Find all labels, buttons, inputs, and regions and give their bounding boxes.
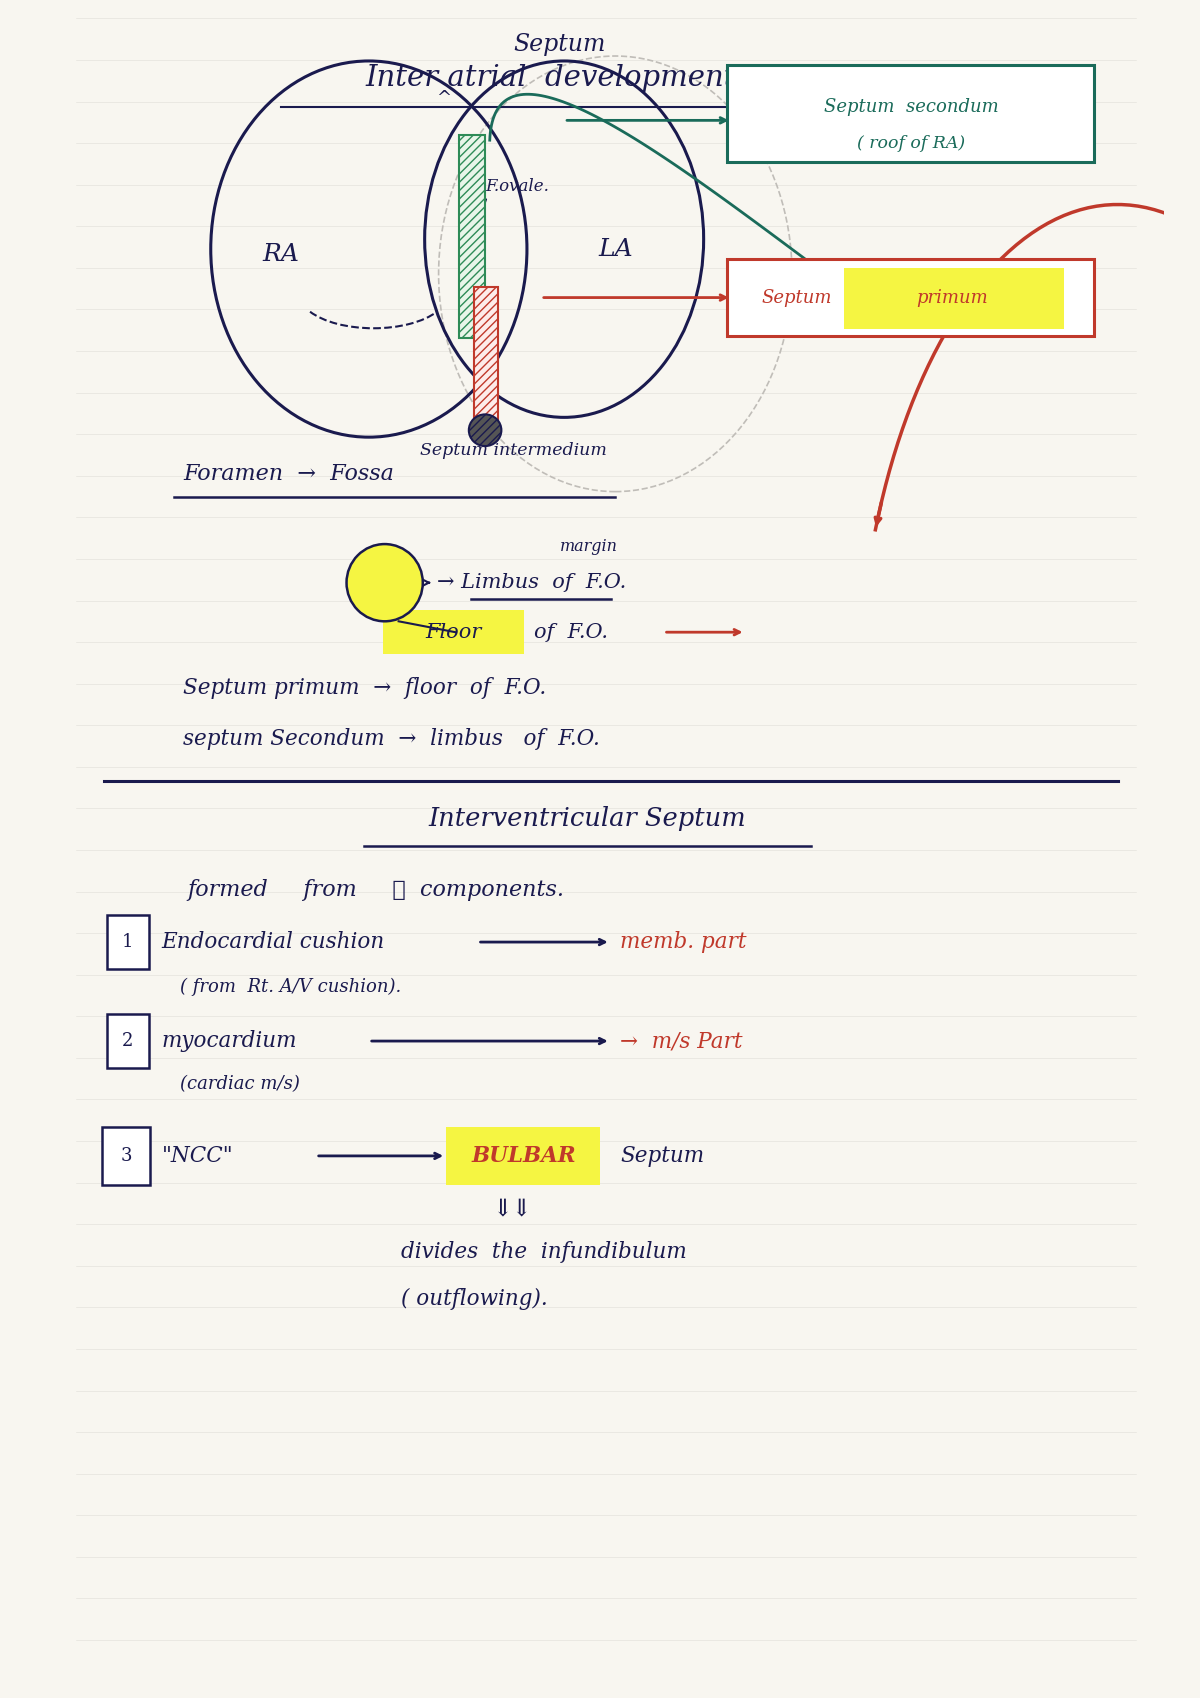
Text: "NCC": "NCC" — [162, 1144, 233, 1167]
Text: LA: LA — [598, 238, 632, 260]
Text: septum Secondum  →  limbus   of  F.O.: septum Secondum → limbus of F.O. — [182, 728, 600, 751]
FancyBboxPatch shape — [102, 1127, 150, 1185]
Text: ⇓⇓: ⇓⇓ — [493, 1197, 533, 1221]
Text: Septum primum  →  floor  of  F.O.: Septum primum → floor of F.O. — [182, 676, 546, 698]
Text: ( from  Rt. A/V cushion).: ( from Rt. A/V cushion). — [180, 978, 401, 995]
Ellipse shape — [469, 414, 502, 447]
Text: 2: 2 — [122, 1032, 133, 1049]
Text: Septum: Septum — [620, 1144, 704, 1167]
Bar — [474, 287, 498, 421]
Text: F.ovale.: F.ovale. — [485, 178, 548, 195]
Text: ( outflowing).: ( outflowing). — [401, 1287, 548, 1309]
Text: myocardium: myocardium — [162, 1031, 296, 1053]
Text: 1: 1 — [122, 934, 133, 951]
Ellipse shape — [347, 543, 422, 621]
FancyBboxPatch shape — [844, 268, 1063, 329]
Bar — [460, 136, 485, 338]
Text: Septum: Septum — [762, 289, 832, 307]
Text: Septum  secondum: Septum secondum — [823, 98, 998, 117]
FancyBboxPatch shape — [446, 1127, 600, 1185]
Text: primum: primum — [916, 289, 988, 307]
Text: (cardiac m/s): (cardiac m/s) — [180, 1075, 300, 1092]
Text: margin: margin — [559, 538, 617, 555]
Text: BULBAR: BULBAR — [472, 1144, 576, 1167]
FancyBboxPatch shape — [727, 65, 1094, 161]
FancyBboxPatch shape — [383, 610, 524, 654]
Text: Inter atrial  development: Inter atrial development — [365, 65, 736, 92]
Text: Septum: Septum — [514, 32, 606, 56]
Text: formed     from     ③  components.: formed from ③ components. — [187, 878, 564, 900]
Text: ^: ^ — [436, 90, 451, 107]
FancyBboxPatch shape — [727, 260, 1094, 336]
Text: →  m/s Part: → m/s Part — [620, 1031, 743, 1053]
Text: memb. part: memb. part — [620, 931, 746, 953]
Text: → Limbus  of  F.O.: → Limbus of F.O. — [437, 574, 626, 593]
Text: of  F.O.: of F.O. — [534, 623, 607, 642]
FancyBboxPatch shape — [107, 1014, 149, 1068]
Text: Septum intermedium: Septum intermedium — [420, 441, 606, 458]
Text: Floor: Floor — [425, 623, 481, 642]
Text: Foramen  →  Fossa: Foramen → Fossa — [182, 464, 394, 486]
Text: RA: RA — [262, 243, 299, 265]
FancyBboxPatch shape — [107, 915, 149, 970]
Text: Endocardial cushion: Endocardial cushion — [162, 931, 385, 953]
Text: 3: 3 — [120, 1146, 132, 1165]
Text: ( roof of RA): ( roof of RA) — [857, 134, 965, 151]
Text: divides  the  infundibulum: divides the infundibulum — [401, 1241, 688, 1263]
Text: Interventricular Septum: Interventricular Septum — [428, 807, 746, 830]
